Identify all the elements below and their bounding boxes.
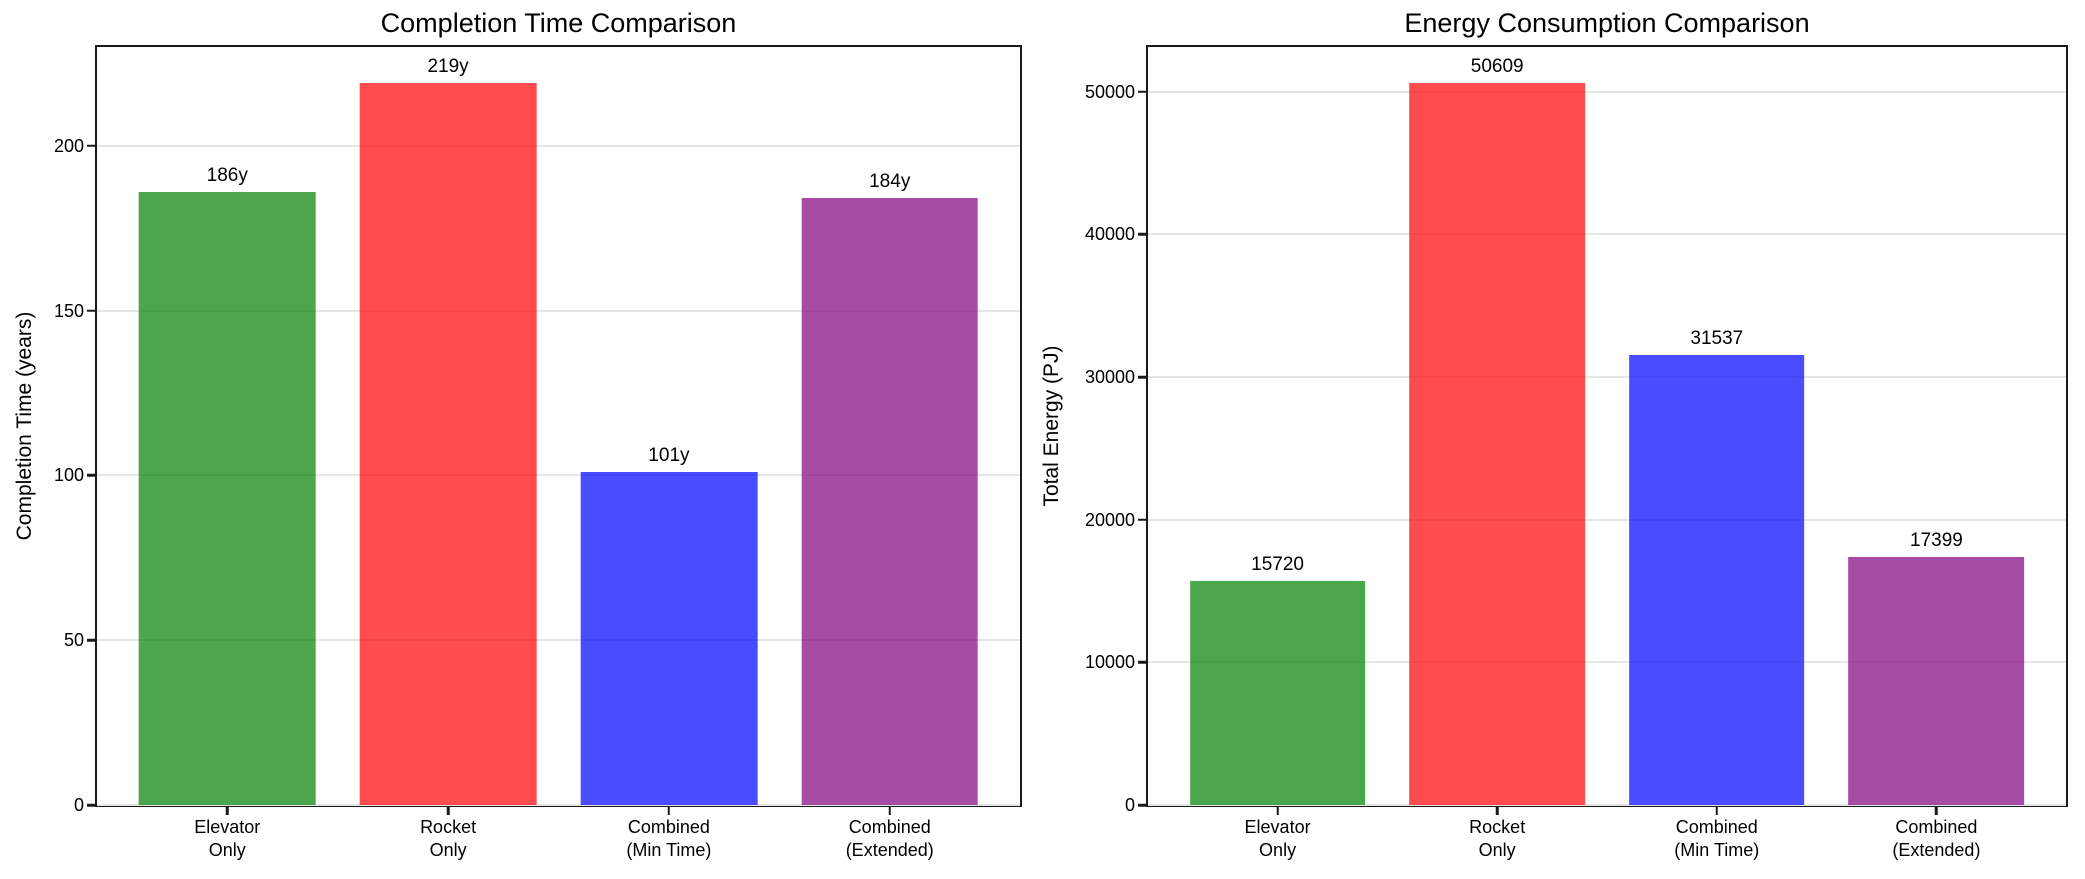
chart-title-energy-consumption: Energy Consumption Comparison [1404, 8, 1810, 38]
y-tick-label: 30000 [1084, 367, 1135, 388]
y-axis-label-total-energy: Total Energy (PJ) [1040, 345, 1063, 507]
bar-value-label-combined-min-time: 31537 [1690, 328, 1744, 350]
bar-value-label-combined-extended: 17399 [1910, 529, 1963, 551]
x-tick-label-elevator-only: Elevator Only [194, 816, 260, 862]
x-tick-label-combined-extended: Combined (Extended) [846, 816, 934, 862]
x-tick-label-line: Elevator [194, 817, 261, 837]
y-tick-mark [87, 638, 95, 642]
y-tick-mark [1138, 90, 1146, 94]
gridline [1148, 233, 2066, 236]
y-tick-mark [87, 803, 95, 807]
bar-value-label-combined-min-time: 101y [648, 445, 690, 467]
x-tick-label-line: Elevator [1244, 817, 1311, 837]
x-tick-label-combined-extended: Combined (Extended) [1892, 816, 1980, 862]
x-tick-mark [1495, 807, 1499, 815]
x-tick-label-line: Combined [848, 817, 931, 837]
gridline [97, 474, 1020, 477]
y-tick-mark [1138, 803, 1146, 807]
x-tick-label-line: Combined [627, 817, 710, 837]
y-tick-mark [87, 309, 95, 312]
bar-elevator-only [1189, 580, 1366, 805]
y-tick-mark [1138, 661, 1146, 664]
y-tick-label: 100 [53, 465, 84, 486]
x-tick-mark [1276, 807, 1279, 815]
gridline [97, 309, 1020, 312]
x-tick-label-line: (Min Time) [1674, 840, 1760, 860]
x-tick-label-line: Only [429, 840, 467, 860]
x-tick-label-line: (Min Time) [626, 840, 712, 860]
bar-value-label-elevator-only: 15720 [1251, 553, 1304, 575]
y-tick-mark [87, 474, 95, 477]
bar-value-label-elevator-only: 186y [206, 164, 248, 186]
bar-combined-extended [1848, 556, 2025, 805]
y-tick-mark [1138, 518, 1146, 521]
x-tick-label-line: Only [1259, 840, 1297, 860]
plot-area-energy-consumption: 0 10000 20000 30000 40000 50000 15720 Elevator O… [1085, 45, 2068, 860]
x-tick-label-line: (Extended) [845, 840, 934, 860]
x-tick-label-line: Rocket [1469, 817, 1526, 837]
x-tick-label-line: Rocket [420, 817, 477, 837]
bar-combined-min-time [1628, 355, 1805, 805]
gridline [97, 639, 1020, 642]
x-tick-label-rocket-only: Rocket Only [420, 816, 476, 862]
x-tick-label-line: Only [208, 840, 246, 860]
x-tick-mark [226, 807, 229, 815]
y-tick-mark [1138, 375, 1146, 379]
gridline [97, 804, 1020, 806]
x-tick-label-combined-min-time: Combined (Min Time) [1674, 816, 1759, 862]
gridline [97, 144, 1020, 147]
x-tick-label-rocket-only: Rocket Only [1469, 816, 1525, 862]
x-tick-mark [446, 807, 450, 815]
x-tick-mark [1715, 807, 1719, 815]
x-tick-label-line: Only [1478, 840, 1516, 860]
bar-value-label-rocket-only: 219y [427, 56, 469, 78]
y-tick-label: 10000 [1084, 652, 1135, 673]
x-tick-label-combined-min-time: Combined (Min Time) [626, 816, 711, 862]
gridline [1148, 376, 2066, 379]
bar-combined-extended [801, 198, 979, 805]
y-tick-label: 50 [63, 630, 84, 651]
y-tick-label: 0 [1124, 795, 1135, 815]
y-axis-label-completion-time: Completion Time (years) [13, 311, 36, 541]
y-tick-label: 50000 [1084, 81, 1135, 102]
y-tick-label: 40000 [1084, 224, 1135, 245]
y-tick-label: 200 [53, 135, 84, 156]
x-tick-mark [888, 807, 891, 815]
bar-combined-min-time [580, 472, 758, 805]
chart-title-completion-time: Completion Time Comparison [380, 8, 737, 38]
bar-rocket-only [359, 83, 537, 805]
x-tick-mark [1935, 807, 1938, 815]
bar-value-label-combined-extended: 184y [869, 171, 911, 193]
gridline [1148, 804, 2066, 806]
x-tick-label-elevator-only: Elevator Only [1245, 816, 1311, 862]
gridline [1148, 518, 2066, 521]
x-tick-label-line: Combined [1675, 817, 1758, 837]
x-tick-label-line: (Extended) [1892, 840, 1981, 860]
y-tick-label: 150 [53, 300, 84, 321]
y-tick-label: 0 [73, 795, 84, 815]
x-tick-mark [667, 807, 671, 815]
x-tick-label-line: Combined [1895, 817, 1978, 837]
bar-value-label-rocket-only: 50609 [1470, 56, 1524, 78]
y-tick-mark [87, 144, 95, 147]
bar-rocket-only [1409, 83, 1586, 805]
gridline [1148, 90, 2066, 93]
plot-area-completion-time: 0 50 100 150 200 186y Elevator Only 219y Rocket On… [54, 45, 1022, 860]
bar-elevator-only [138, 191, 316, 805]
y-tick-label: 20000 [1084, 509, 1135, 530]
y-tick-mark [1138, 233, 1146, 236]
gridline [1148, 661, 2066, 664]
